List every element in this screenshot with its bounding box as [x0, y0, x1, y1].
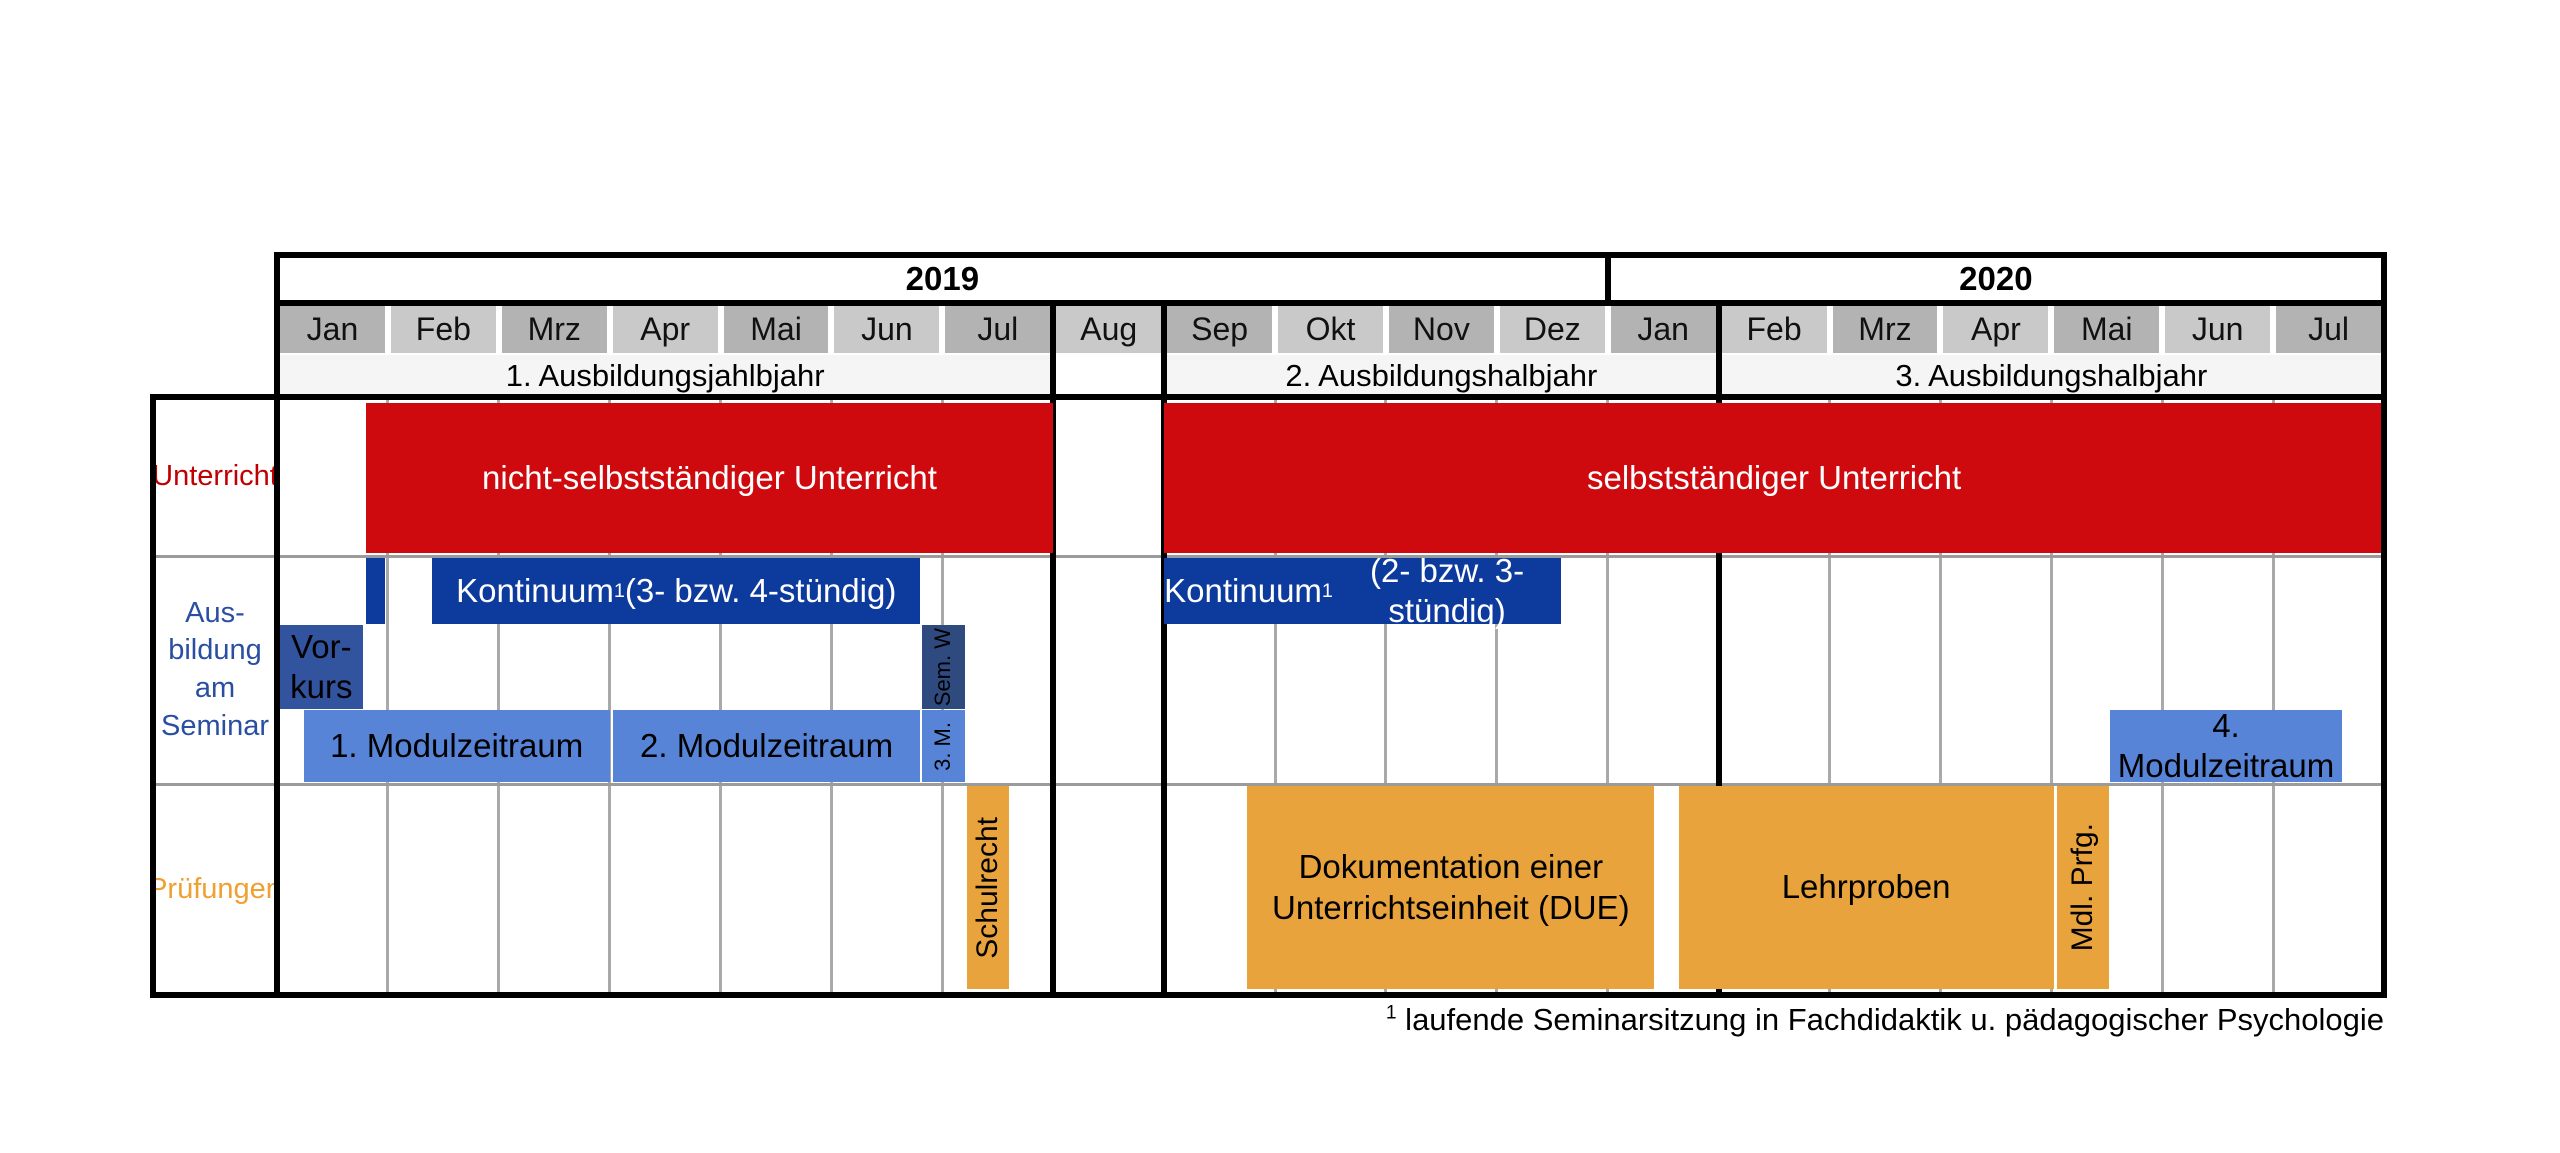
month-gridline: [1828, 400, 1832, 992]
row-divider: [156, 782, 2381, 786]
month-cell-3: Apr: [612, 305, 718, 353]
bar-schulrecht: Schulrecht: [966, 786, 1009, 989]
month-gridline: [2271, 400, 2275, 992]
month-cell-8: Sep: [1167, 305, 1273, 353]
month-cell-10: Nov: [1388, 305, 1494, 353]
bar-selbststaendiger-unterricht: selbstständiger Unterricht: [1164, 403, 2384, 553]
month-cell-13: Feb: [1721, 305, 1827, 353]
frame-border: [150, 394, 2387, 400]
frame-border: [150, 394, 156, 998]
row-label-seminar: Aus-bildung am Seminar: [161, 596, 269, 742]
month-gridline: [608, 400, 612, 992]
row-label-pruefungen: Prüfungen: [148, 872, 282, 905]
period-box-2: 2. Ausbildungshalbjahr: [1164, 355, 1719, 397]
month-gridline: [829, 400, 833, 992]
footnote-text: laufende Seminarsitzung in Fachdidaktik …: [1396, 1002, 2384, 1037]
bar-kontinuum-2: Kontinuum 1 (2- bzw. 3-stündig): [1164, 552, 1562, 629]
month-gridline: [1384, 400, 1388, 992]
month-gridline: [2049, 400, 2053, 992]
frame-border: [274, 252, 280, 998]
bar-kontinuum-1: Kontinuum 1 (3- bzw. 4-stündig): [432, 558, 921, 624]
footnote-superscript: 1: [1385, 1002, 1397, 1024]
bar-nicht-selbststaendiger-unterricht: nicht-selbstständiger Unterricht: [365, 403, 1054, 553]
month-cell-6: Jul: [945, 305, 1051, 353]
month-gridline: [1938, 400, 1942, 992]
bar-vorkurs: Vor-kurs: [279, 625, 364, 709]
bar-modulzeitraum-3: 3. M.: [922, 710, 965, 782]
month-cell-9: Okt: [1278, 305, 1383, 353]
frame-border: [2381, 252, 2387, 998]
thick-separator: [1161, 303, 1168, 995]
month-cell-1: Feb: [390, 305, 496, 353]
bar-due: Dokumentation einer Unterrichtseinheit (D…: [1247, 786, 1655, 989]
thick-separator: [1715, 303, 1722, 995]
row-divider: [156, 554, 2381, 558]
month-gridline: [2160, 400, 2164, 992]
month-cell-11: Dez: [1499, 305, 1605, 353]
frame-border: [150, 992, 2387, 998]
month-gridline: [719, 400, 723, 992]
month-gridline: [1495, 400, 1499, 992]
month-cell-4: Mai: [723, 305, 829, 353]
month-gridline: [386, 400, 390, 992]
month-gridline: [1606, 400, 1610, 992]
thick-separator: [1050, 303, 1057, 995]
year-divider: [1604, 255, 1611, 303]
year-box-2020: 2020: [1607, 255, 2384, 303]
month-gridline: [1273, 400, 1277, 992]
frame-border: [274, 300, 2387, 306]
month-cell-17: Jun: [2165, 305, 2271, 353]
footnote: 1 laufende Seminarsitzung in Fachdidakti…: [1386, 1002, 2384, 1038]
month-cell-14: Mrz: [1832, 305, 1938, 353]
bar-seminarwoche: Sem. W: [922, 625, 965, 709]
year-box-2019: 2019: [277, 255, 1608, 303]
bar-modulzeitraum-1: 1. Modulzeitraum: [303, 710, 610, 782]
month-cell-18: Jul: [2276, 305, 2381, 353]
row-label-unterricht: Unterricht: [152, 459, 278, 492]
month-cell-2: Mrz: [501, 305, 607, 353]
month-cell-7: Aug: [1056, 305, 1162, 353]
bar-seminar-startblock: [365, 558, 385, 624]
month-gridline: [497, 400, 501, 992]
month-cell-5: Jun: [834, 305, 940, 353]
bar-modulzeitraum-4: 4. Modulzeitraum: [2110, 707, 2342, 784]
bar-muendliche-pruefung: Mdl. Prfg.: [2056, 786, 2109, 989]
bar-modulzeitraum-2: 2. Modulzeitraum: [613, 710, 921, 782]
month-cell-0: Jan: [280, 305, 385, 353]
month-cell-12: Jan: [1610, 305, 1716, 353]
bar-lehrproben: Lehrproben: [1678, 786, 2054, 989]
month-cell-16: Mai: [2054, 305, 2160, 353]
period-box-1: 1. Ausbildungsjahlbjahr: [277, 355, 1054, 397]
month-cell-15: Apr: [1943, 305, 2049, 353]
frame-border: [274, 252, 2387, 258]
period-box-3: 3. Ausbildungshalbjahr: [1718, 355, 2384, 397]
